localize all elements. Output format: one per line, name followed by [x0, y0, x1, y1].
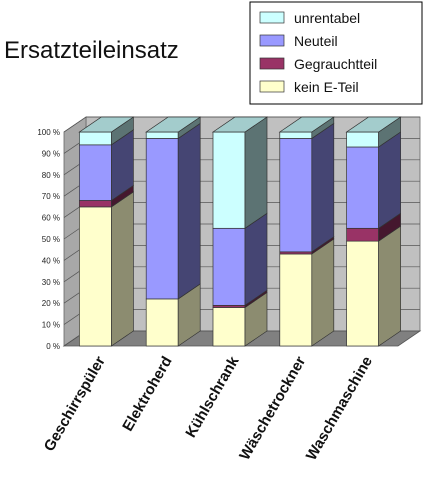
bar-segment-side: [311, 122, 335, 253]
legend-swatch: [259, 11, 285, 24]
bar-segment-side: [311, 238, 335, 347]
y-tick-label: 80 %: [42, 171, 60, 180]
y-tick-label: 30 %: [42, 278, 60, 287]
y-tick-label: 20 %: [42, 299, 60, 308]
bar-segment-front: [346, 240, 379, 347]
bar-segment-side: [177, 122, 201, 300]
y-tick-label: 90 %: [42, 149, 60, 158]
category-label: Geschirrspüler: [41, 353, 109, 454]
bar-top: [211, 116, 269, 133]
gridline-side: [63, 116, 87, 133]
y-tick-label: 40 %: [42, 256, 60, 265]
category-label: Wäschetrockner: [236, 353, 309, 463]
bar-top: [345, 116, 402, 133]
bar-segment-front: [346, 227, 379, 242]
legend-swatch: [259, 34, 285, 47]
bar-segment-front: [279, 138, 313, 253]
bar-segment-front: [145, 138, 179, 300]
legend-label: Neuteil: [294, 33, 338, 49]
category-label: Waschmaschine: [303, 354, 376, 464]
bar-segment-front: [79, 131, 112, 146]
bar-segment-side: [378, 131, 401, 229]
legend-swatch: [259, 80, 285, 93]
bar-segment-front: [79, 200, 112, 208]
bar-segment-front: [212, 131, 246, 229]
bar-segment-front: [346, 131, 379, 148]
y-tick-label: 60 %: [42, 214, 60, 223]
bar-segment-side: [244, 212, 268, 307]
legend-swatch: [259, 57, 285, 70]
bar-segment-front: [279, 131, 313, 139]
bar-segment-front: [145, 131, 179, 139]
bar-segment-front: [145, 298, 179, 347]
y-axis-ticks: 0 % 10 % 20 % 30 % 40 % 50 % 60 % 70 % 80 % 90 % 1…: [37, 128, 60, 351]
legend-label: Gegrauchtteil: [294, 56, 377, 72]
legend-label: kein E-Teil: [294, 79, 359, 95]
category-label: Elektroherd: [119, 354, 175, 435]
bar-segment-front: [79, 144, 112, 201]
y-tick-label: 0 %: [46, 342, 60, 351]
bar-segment-side: [244, 116, 268, 229]
bar-2: [211, 116, 269, 347]
chart-legend: unrentabel Neuteil Gegrauchtteil kein E-Tei…: [249, 1, 423, 105]
category-label: Kühlschrank: [182, 353, 242, 441]
y-tick-label: 70 %: [42, 192, 60, 201]
bar-0: [78, 116, 135, 347]
bar-top: [78, 116, 135, 133]
bar-segment-front: [279, 253, 313, 347]
bar-segment-side: [111, 191, 134, 347]
bar-3: [278, 116, 335, 347]
x-axis-categories: Geschirrspüler Elektroherd KühlschrankWäsc…: [41, 353, 376, 463]
y-tick-label: 100 %: [37, 128, 60, 137]
bar-top: [145, 116, 202, 133]
bar-segment-front: [212, 307, 246, 347]
chart-title: Ersatzteileinsatz: [4, 37, 179, 64]
bar-segment-side: [378, 225, 401, 347]
legend-label: unrentabel: [294, 10, 360, 26]
bar-1: [145, 116, 202, 347]
chart-bars: [78, 116, 402, 347]
bar-segment-front: [79, 206, 112, 347]
y-tick-label: 50 %: [42, 235, 60, 244]
y-tick-label: 10 %: [42, 321, 60, 330]
bar-segment-front: [346, 146, 379, 229]
bar-top: [278, 116, 335, 133]
bar-4: [345, 116, 402, 347]
bar-segment-front: [212, 227, 246, 306]
